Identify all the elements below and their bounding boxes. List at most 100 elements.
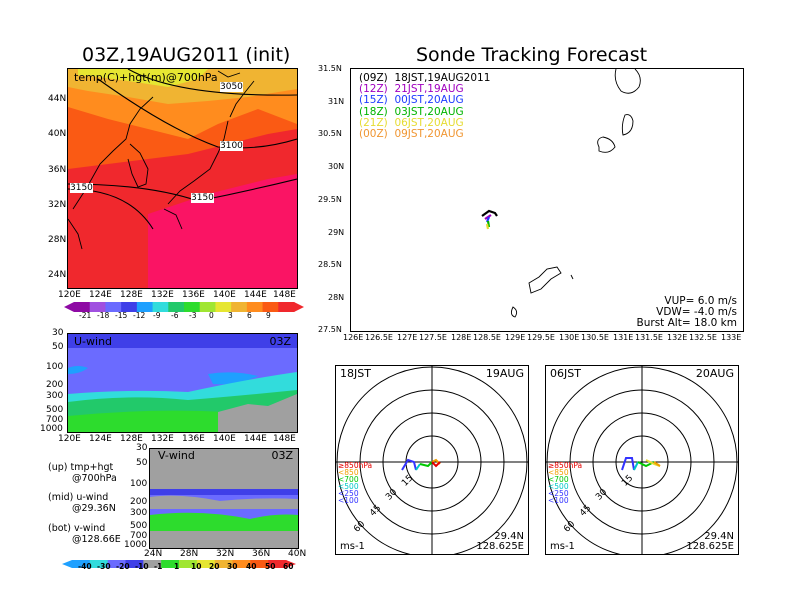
track-lat-tick: 30.5N [318,129,342,138]
map-lon-tick: 148E [273,290,296,300]
note-up-2: @700hPa [72,473,117,484]
vwind-p-tick: 300 [130,508,148,518]
polar-left-unit: ms-1 [340,541,365,552]
vwind-p-tick: 30 [136,443,148,453]
track-lon-tick: 130.5E [581,333,609,342]
pressure-legend-item: <250 [338,489,359,498]
wind-colorbar-tick: 60 [283,562,294,571]
burst-altitude: Burst Alt= 18.0 km [636,317,737,329]
vwind-panel: V-wind 03Z [149,448,299,549]
track-lon-tick: 133E [721,333,742,342]
uwind-panel: U-wind 03Z [67,333,298,433]
uwind-lon-tick: 140E [213,434,236,444]
map-lat-tick: 44N [48,94,67,104]
polar-left-lat: 29.4N [494,531,524,542]
uwind-label: U-wind [74,335,113,348]
polar-right-panel: 06JST 20AUG 15 30 45 60 ≥850hPa <850 <70… [545,365,739,555]
colorbar-swatch [199,302,216,312]
colorbar-tick: 0 [209,311,214,320]
uwind-p-tick: 300 [46,391,64,401]
colorbar-tick: -18 [97,311,110,320]
uwind-p-tick: 30 [52,328,64,338]
vwind-p-tick: 100 [130,479,148,489]
vwind-p-tick: 700 [130,531,148,541]
wind-colorbar-tick: 50 [265,562,276,571]
vwind-lat-tick: 36N [252,549,271,559]
colorbar-swatch [121,302,138,312]
track-lon-tick: 131E [613,333,634,342]
uwind-p-tick: 1000 [40,424,63,434]
polar-right-lon: 128.625E [686,541,734,552]
vwind-p-tick: 200 [130,497,148,507]
vwind-label: V-wind [158,449,195,462]
track-lon-tick: 128E [451,333,472,342]
note-bot-2: @128.66E [72,534,121,545]
contour-label-3150-east: 3150 [191,193,214,203]
track-lon-tick: 126E [343,333,364,342]
colorbar-swatch [262,302,279,312]
note-mid-1: (mid) u-wind [48,492,109,503]
colorbar-tick: 9 [266,311,271,320]
colorbar-swatch [231,302,248,312]
uwind-time: 03Z [269,335,291,348]
track-lat-tick: 31.5N [318,64,342,73]
map-lat-tick: 40N [48,129,67,139]
track-map [481,69,641,318]
track-lon-tick: 130E [559,333,580,342]
uwind-p-tick: 500 [46,405,64,415]
colorbar-swatch [74,302,91,312]
uwind-lon-tick: 120E [58,434,81,444]
track-lat-tick: 30N [328,162,345,171]
colorbar-tick: 6 [247,311,252,320]
contour-label-3100: 3100 [220,141,243,151]
colorbar-end-left [64,302,74,312]
uwind-lon-tick: 128E [120,434,143,444]
vdw-value: VDW= -4.0 m/s [656,306,737,318]
polar-right-rings [546,366,738,554]
polar-left-date: 19AUG [485,367,524,380]
vwind-time: 03Z [271,449,293,462]
pressure-legend-item: <100 [548,496,569,505]
vwind-lat-tick: 28N [180,549,199,559]
uwind-lon-tick: 124E [89,434,112,444]
sonde-track [481,209,498,230]
polar-left-time: 18JST [340,367,371,380]
map-lat-tick: 36N [48,165,67,175]
colorbar-swatch [246,302,264,312]
colorbar-swatch [268,560,287,568]
track-title: Sonde Tracking Forecast [416,44,648,66]
colorbar-tick: -21 [79,311,92,320]
polar-right-time: 06JST [550,367,581,380]
track-legend: (09Z) 18JST,19AUG2011 (12Z) 21JST,19AUG … [359,72,490,140]
contour-label-3050: 3050 [220,82,243,92]
uwind-p-tick: 700 [46,415,64,425]
wind-colorbar-tick: -10 [135,562,149,571]
legend-item-18z: (18Z) 03JST,20AUG [359,105,464,118]
colorbar-tick: -15 [115,311,128,320]
colorbar-end-right [294,302,304,312]
track-lon-tick: 129E [505,333,526,342]
polar-right-lat: 29.4N [704,531,734,542]
colorbar-end-left [62,560,72,568]
vwind-p-tick: 50 [136,458,148,468]
colorbar-swatch [214,560,233,568]
colorbar-swatch [89,560,109,568]
vup-value: VUP= 6.0 m/s [664,295,737,307]
islands [510,69,641,318]
wind-colorbar-tick: 10 [191,562,202,571]
track-lat-tick: 29.5N [318,195,342,204]
note-bot: (bot) v-wind @128.66E [48,523,121,545]
pressure-legend-item: <700 [548,475,569,484]
map-lon-tick: 128E [120,290,143,300]
map-lon-tick: 120E [58,290,81,300]
vwind-p-tick: 1000 [124,540,147,550]
polar-left-pressure-legend: ≥850hPa <850 <700 <500 <250 <100 [338,462,372,505]
map-lon-tick: 140E [213,290,236,300]
polar-right-coords: 29.4N 128.625E [686,532,734,552]
vwind-p-tick: 500 [130,521,148,531]
pressure-legend-item: <700 [338,475,359,484]
wind-colorbar-tick: 1 [174,562,180,571]
colorbar-swatch [105,302,122,312]
colorbar-swatch [215,302,232,312]
colorbar-swatch [143,560,162,568]
